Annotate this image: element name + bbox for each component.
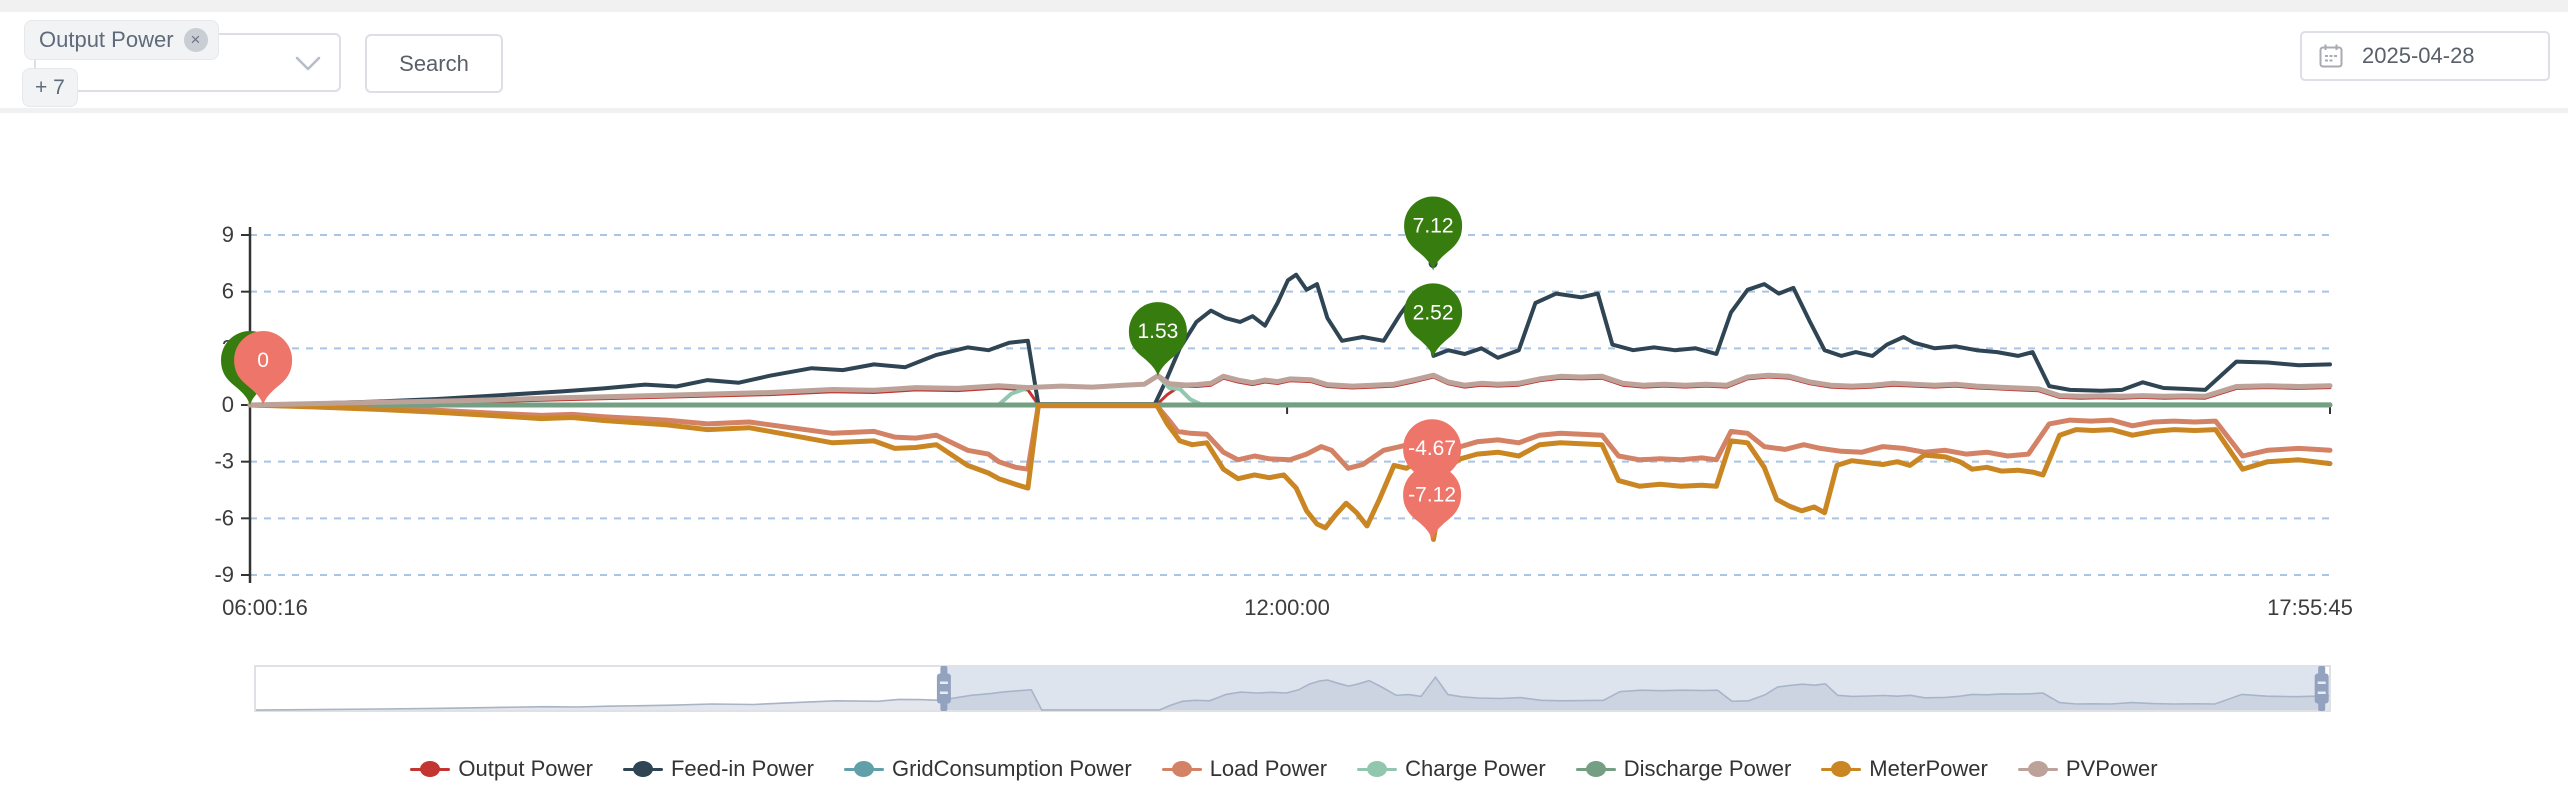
grip-line: [939, 691, 948, 694]
pin-value-label: 0: [257, 349, 269, 372]
legend-label: Output Power: [458, 756, 593, 781]
mark-point--7.12[interactable]: -7.12: [1403, 465, 1462, 540]
header-divider: [0, 108, 2568, 113]
legend-label: Charge Power: [1405, 756, 1546, 781]
pin-value-label: 7.12: [1413, 215, 1454, 238]
y-axis-label: 0: [222, 392, 234, 417]
pin-icon: [1403, 465, 1462, 540]
remove-tag-icon[interactable]: ×: [183, 28, 208, 52]
legend-series-icon: [1575, 761, 1616, 777]
slider-handle-left-grip[interactable]: [936, 673, 951, 704]
legend-label: Discharge Power: [1623, 756, 1792, 781]
pin-icon: [1404, 283, 1463, 358]
slider-handle-right-grip[interactable]: [2314, 673, 2329, 704]
mark-point-1.53[interactable]: 1.53: [1128, 302, 1187, 377]
legend-item-gridconsumption-power[interactable]: GridConsumption Power: [844, 756, 1132, 782]
series-line-meterpower: [247, 402, 2333, 542]
pin-value-label: -7.12: [1408, 484, 1456, 507]
mark-point-7.12[interactable]: 7.12: [1404, 196, 1463, 271]
date-value: 2025-04-28: [2362, 43, 2475, 68]
legend-series-icon: [622, 761, 663, 777]
selected-series-tag[interactable]: Output Power ×: [24, 20, 219, 60]
pin-value-label: 1.53: [1137, 320, 1178, 343]
y-axis-label: 9: [222, 222, 234, 247]
selected-series-tag-label: Output Power: [39, 27, 174, 52]
y-axis-label: -6: [214, 505, 234, 530]
grip-line: [939, 681, 948, 684]
series-line-pvpower: [247, 372, 2333, 408]
more-series-badge[interactable]: + 7: [22, 68, 78, 107]
legend-series-icon: [1821, 761, 1862, 777]
x-axis-label: 17:55:45: [2267, 595, 2353, 620]
legend-item-output-power[interactable]: Output Power: [410, 756, 593, 782]
legend-series-icon: [844, 761, 885, 777]
legend-item-meterpower[interactable]: MeterPower: [1821, 756, 1988, 782]
legend-label: GridConsumption Power: [892, 756, 1132, 781]
y-axis-label: 6: [222, 279, 234, 304]
mark-point-0[interactable]: 0: [234, 331, 293, 405]
chart-legend: Output Power Feed-in Power GridConsumption…: [0, 756, 2568, 782]
legend-series-icon: [1161, 761, 1202, 777]
chevron-down-icon: [295, 55, 321, 78]
more-series-count: + 7: [35, 75, 65, 99]
pin-value-label: -4.67: [1408, 437, 1456, 460]
legend-label: MeterPower: [1869, 756, 1988, 781]
series-line-feed-in-power: [248, 272, 2332, 407]
calendar-icon: [2318, 43, 2344, 69]
pin-icon: [1404, 196, 1463, 271]
legend-series-icon: [1357, 761, 1398, 777]
legend-item-discharge-power[interactable]: Discharge Power: [1575, 756, 1792, 782]
y-axis-label: -9: [214, 562, 234, 587]
legend-label: PVPower: [2065, 756, 2158, 781]
legend-item-charge-power[interactable]: Charge Power: [1357, 756, 1546, 782]
legend-item-load-power[interactable]: Load Power: [1161, 756, 1328, 782]
legend-series-icon: [410, 761, 451, 777]
date-picker[interactable]: 2025-04-28: [2300, 31, 2550, 81]
grip-line: [2317, 691, 2326, 694]
legend-label: Feed-in Power: [670, 756, 815, 781]
legend-item-feed-in-power[interactable]: Feed-in Power: [622, 756, 815, 782]
y-axis-label: -3: [214, 449, 234, 474]
legend-item-pvpower[interactable]: PVPower: [2017, 756, 2158, 782]
x-axis-label: 06:00:16: [222, 595, 308, 620]
pin-value-label: 2.52: [1413, 301, 1454, 324]
top-divider: [0, 0, 2568, 12]
grip-line: [2317, 681, 2326, 684]
search-button[interactable]: Search: [365, 34, 503, 93]
pin-icon: [234, 331, 293, 405]
slider-selected-range[interactable]: [943, 667, 2322, 710]
pin-icon: [1128, 302, 1187, 377]
legend-label: Load Power: [1209, 756, 1328, 781]
legend-series-icon: [2017, 761, 2058, 777]
mark-point-2.52[interactable]: 2.52: [1404, 283, 1463, 358]
x-axis-label: 12:00:00: [1244, 595, 1330, 620]
